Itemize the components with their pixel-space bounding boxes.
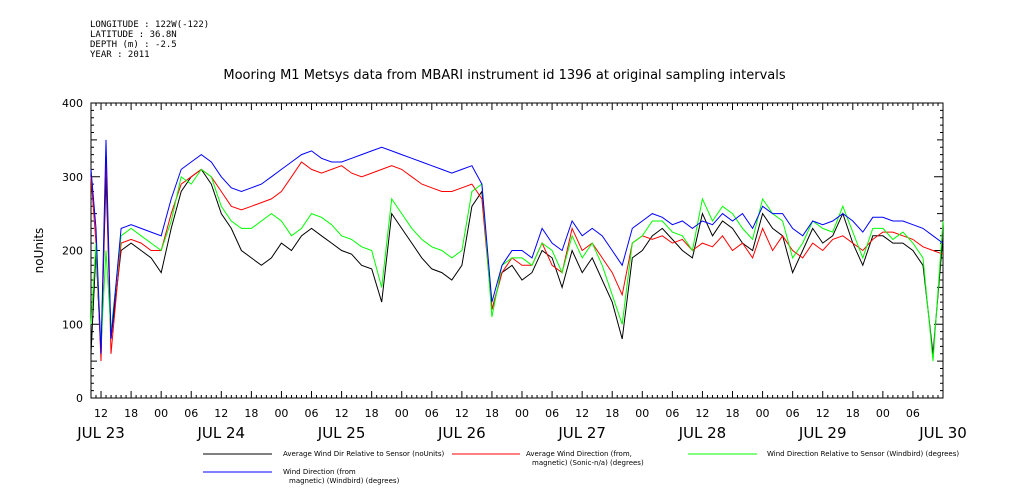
y-tick-label: 0	[76, 392, 83, 405]
x-hour-label: 00	[756, 407, 770, 420]
x-date-label: JUL 27	[557, 424, 606, 442]
x-hour-label: 00	[635, 407, 649, 420]
y-tick-label: 400	[62, 97, 83, 110]
x-hour-label: 12	[816, 407, 830, 420]
legend-label-1: Average Wind Direction (from,	[526, 450, 632, 458]
meta-depth: DEPTH (m) : -2.5	[90, 40, 177, 50]
x-hour-label: 18	[124, 407, 138, 420]
x-hour-label: 18	[485, 407, 499, 420]
series-line-3	[90, 139, 944, 354]
x-hour-label: 00	[515, 407, 529, 420]
legend-label-1: magnetic) (Sonic-n/a) (degrees)	[532, 459, 644, 467]
meta-year: YEAR : 2011	[90, 50, 150, 60]
x-date-label: JUL 28	[678, 424, 727, 442]
meta-latitude: LATITUDE : 36.8N	[90, 30, 177, 40]
meta-longitude: LONGITUDE : 122W(-122)	[90, 20, 210, 30]
x-hour-label: 12	[335, 407, 349, 420]
x-hour-label: 06	[305, 407, 319, 420]
axes-group: 0 100 200 300 400 noUnits 12 18 00 06 12 18 00 06 12 18…	[32, 97, 967, 442]
x-hour-label: 18	[244, 407, 258, 420]
x-date-label: JUL 26	[437, 424, 486, 442]
x-hour-label: 18	[726, 407, 740, 420]
x-date-label: JUL 23	[76, 424, 125, 442]
legend-label-2: Wind Direction Relative to Sensor (Windb…	[767, 450, 959, 458]
x-hour-label: 18	[846, 407, 860, 420]
x-hour-label: 18	[605, 407, 619, 420]
x-hour-label: 12	[214, 407, 228, 420]
x-hour-label: 06	[906, 407, 920, 420]
legend-label-0: Average Wind Dir Relative to Sensor (noU…	[283, 450, 444, 458]
x-date-label: JUL 25	[317, 424, 366, 442]
y-tick-label: 100	[62, 318, 83, 331]
metadata-block: LONGITUDE : 122W(-122) LATITUDE : 36.8N …	[90, 20, 209, 60]
x-hour-label: 12	[455, 407, 469, 420]
y-axis-label: noUnits	[32, 228, 46, 274]
x-hour-label: 12	[695, 407, 709, 420]
x-hour-label: 12	[575, 407, 589, 420]
x-hour-label: 06	[786, 407, 800, 420]
legend-label-3: Wind Direction (from	[283, 468, 356, 476]
x-date-label: JUL 30	[918, 424, 967, 442]
x-hour-label: 00	[274, 407, 288, 420]
legend-group: Average Wind Dir Relative to Sensor (noU…	[203, 450, 959, 485]
x-hour-label: 12	[94, 407, 108, 420]
x-hour-label: 06	[665, 407, 679, 420]
series-line-1	[90, 154, 944, 362]
y-tick-label: 300	[62, 171, 83, 184]
legend-label-3: magnetic) (Windbird) (degrees)	[289, 477, 400, 485]
x-hour-label: 06	[184, 407, 198, 420]
chart-title: Mooring M1 Metsys data from MBARI instru…	[223, 68, 786, 83]
x-date-label: JUL 29	[798, 424, 847, 442]
x-hour-label: 06	[425, 407, 439, 420]
x-hour-label: 18	[365, 407, 379, 420]
x-hour-label: 00	[154, 407, 168, 420]
series-line-0	[90, 168, 944, 354]
y-tick-label: 200	[62, 245, 83, 258]
x-hour-label: 00	[876, 407, 890, 420]
x-date-label: JUL 24	[196, 424, 245, 442]
series-group	[90, 139, 944, 362]
series-line-2	[90, 168, 944, 362]
x-hour-label: 00	[395, 407, 409, 420]
x-hour-label: 06	[545, 407, 559, 420]
